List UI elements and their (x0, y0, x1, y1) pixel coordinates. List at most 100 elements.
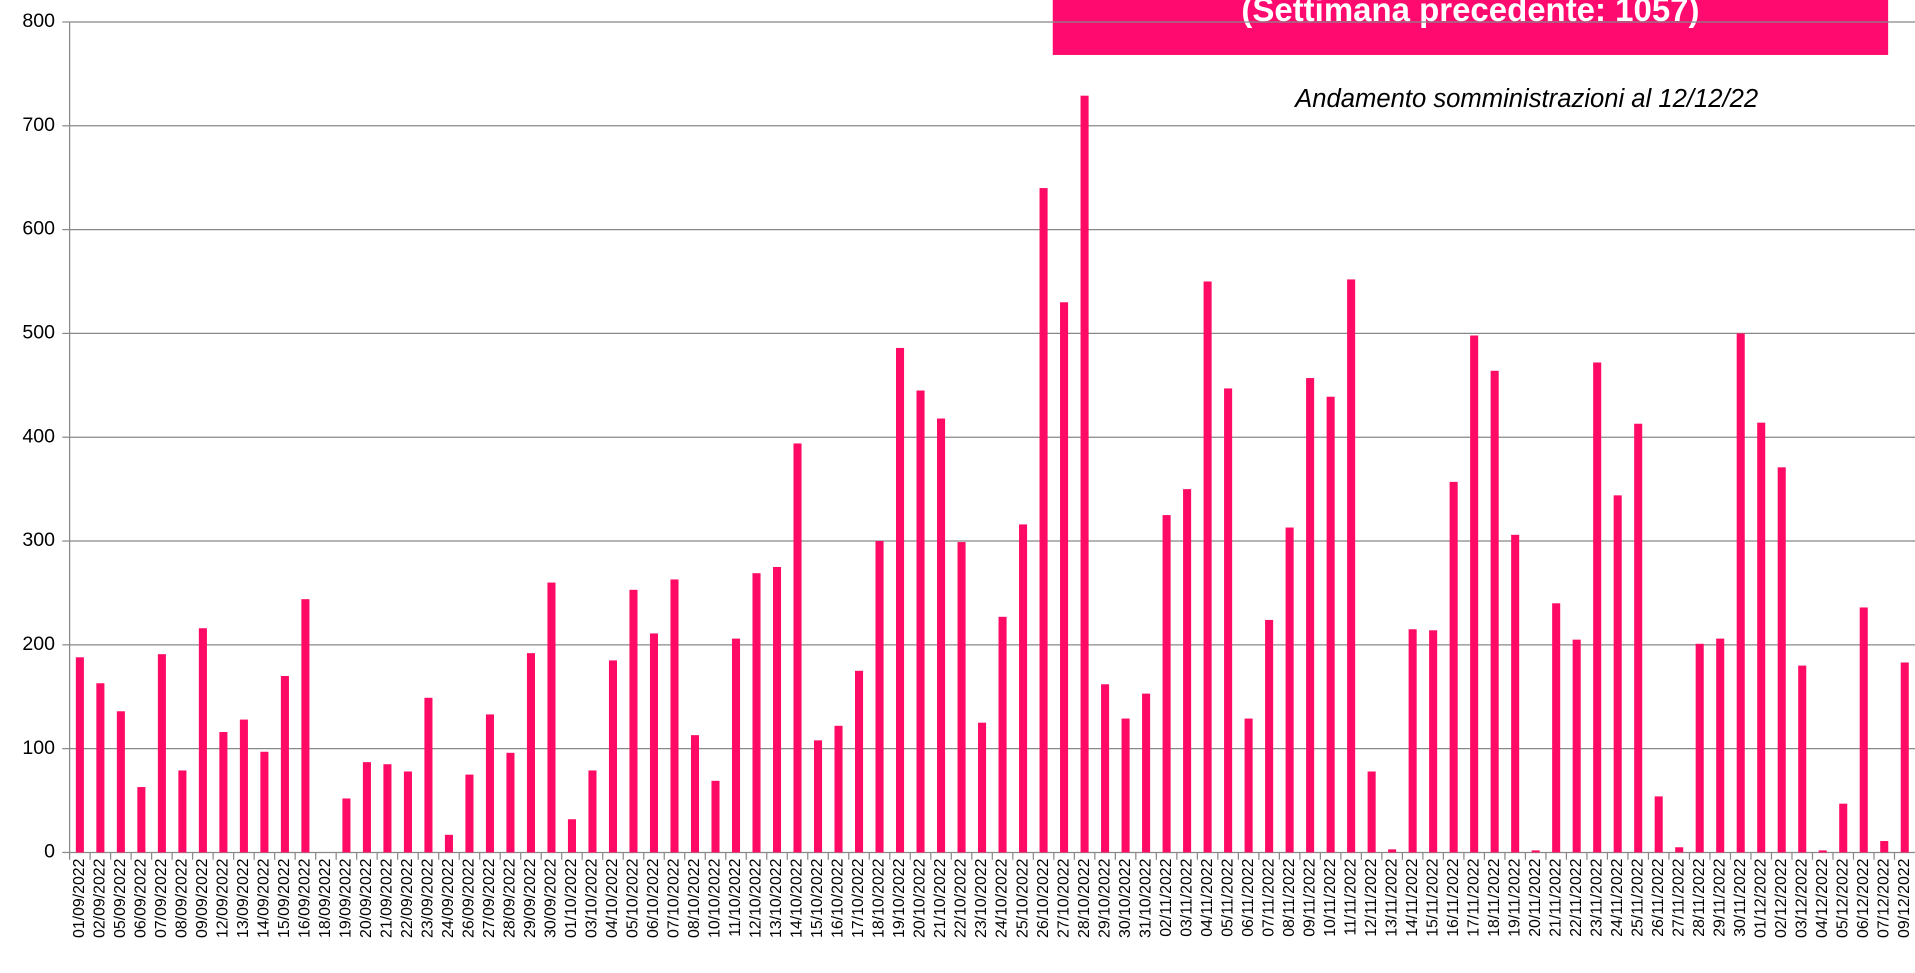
bar (1634, 423, 1643, 853)
x-tick-label: 10/10/2022 (707, 858, 724, 938)
x-tick-label: 19/10/2022 (891, 858, 908, 938)
bar (1101, 684, 1110, 853)
x-tick-label: 29/10/2022 (1096, 858, 1113, 938)
x-tick-label: 14/10/2022 (789, 858, 806, 938)
bar (1613, 495, 1622, 853)
bar (588, 770, 597, 853)
bar (116, 711, 125, 853)
bar (260, 751, 269, 853)
x-tick-label: 02/11/2022 (1158, 858, 1175, 936)
x-tick-label: 22/09/2022 (399, 858, 416, 938)
x-tick-label: 14/09/2022 (256, 858, 273, 938)
bar (362, 762, 371, 853)
bar (1572, 639, 1581, 853)
x-tick-label: 13/11/2022 (1383, 858, 1400, 936)
x-tick-label: 27/09/2022 (481, 858, 498, 938)
bar (752, 573, 761, 853)
bar (444, 834, 453, 853)
bar (178, 770, 187, 853)
x-tick-label: 07/12/2022 (1875, 858, 1892, 938)
x-tick-label: 20/10/2022 (912, 858, 929, 938)
bar (998, 616, 1007, 853)
bar (793, 443, 802, 853)
x-tick-label: 08/11/2022 (1281, 858, 1298, 936)
x-tick-label: 30/11/2022 (1732, 858, 1749, 936)
x-tick-label: 16/09/2022 (297, 858, 314, 938)
x-tick-label: 15/11/2022 (1424, 858, 1441, 936)
x-tick-label: 04/11/2022 (1199, 858, 1216, 936)
bar (772, 566, 782, 853)
x-tick-label: 12/11/2022 (1363, 858, 1380, 936)
y-tick-label: 300 (22, 529, 55, 551)
bar (670, 579, 679, 853)
bar (157, 654, 166, 853)
y-tick-label: 400 (22, 425, 55, 447)
bar (1388, 849, 1397, 853)
x-tick-label: 05/12/2022 (1834, 858, 1851, 938)
y-tick-label: 600 (22, 218, 55, 240)
bar (629, 589, 638, 853)
bar (96, 683, 105, 853)
x-tick-label: 27/11/2022 (1670, 858, 1687, 936)
bar (1039, 188, 1048, 853)
x-tick-label: 21/09/2022 (379, 858, 396, 938)
bar (731, 638, 741, 853)
x-tick-label: 05/11/2022 (1219, 858, 1236, 936)
x-tick-label: 26/11/2022 (1650, 858, 1667, 936)
x-tick-label: 24/10/2022 (994, 858, 1011, 938)
bar (978, 722, 987, 853)
bar (301, 599, 310, 853)
bar (219, 732, 228, 853)
bar (875, 541, 884, 853)
bar (1162, 515, 1171, 853)
x-tick-label: 16/10/2022 (830, 858, 847, 938)
x-tick-label: 30/10/2022 (1117, 858, 1134, 938)
y-tick-label: 100 (22, 737, 55, 759)
x-tick-label: 18/11/2022 (1486, 858, 1503, 936)
x-tick-label: 29/11/2022 (1711, 858, 1728, 936)
title-box (1052, 0, 1889, 55)
bar (137, 787, 146, 853)
bar (547, 582, 556, 853)
bar (1675, 847, 1684, 853)
x-tick-label: 30/09/2022 (543, 858, 560, 938)
x-tick-label: 07/11/2022 (1260, 858, 1277, 936)
x-tick-label: 06/10/2022 (645, 858, 662, 938)
bar (75, 657, 84, 853)
bar (1654, 796, 1663, 853)
x-tick-label: 24/09/2022 (440, 858, 457, 938)
bar (649, 633, 659, 853)
x-tick-label: 26/09/2022 (461, 858, 478, 938)
bar (1695, 643, 1704, 853)
x-tick-label: 13/09/2022 (235, 858, 252, 938)
x-tick-label: 22/10/2022 (953, 858, 970, 938)
bar (280, 675, 289, 853)
x-tick-label: 03/11/2022 (1178, 858, 1195, 936)
x-tick-label: 20/09/2022 (358, 858, 375, 938)
bar (813, 740, 823, 853)
bar (1818, 850, 1827, 853)
bar (1531, 850, 1540, 853)
x-tick-label: 08/09/2022 (174, 858, 191, 938)
bar (690, 735, 700, 853)
bar (1859, 607, 1868, 853)
x-tick-label: 17/11/2022 (1465, 858, 1482, 936)
x-tick-label: 02/09/2022 (92, 858, 109, 938)
x-tick-label: 16/11/2022 (1445, 858, 1462, 936)
bar (1019, 524, 1028, 853)
bar (1490, 370, 1499, 853)
bar (1470, 335, 1479, 853)
x-tick-label: 13/10/2022 (768, 858, 785, 938)
bar (383, 764, 392, 853)
chart-subtitle: Andamento somministrazioni al 12/12/22 (1293, 85, 1758, 113)
x-tick-label: 25/11/2022 (1629, 858, 1646, 936)
y-tick-label: 700 (22, 114, 55, 136)
bar (834, 725, 843, 853)
y-tick-label: 500 (22, 322, 55, 344)
bar (1142, 693, 1151, 853)
bar (1777, 467, 1786, 853)
x-tick-label: 25/10/2022 (1014, 858, 1031, 938)
x-tick-label: 23/10/2022 (973, 858, 990, 938)
